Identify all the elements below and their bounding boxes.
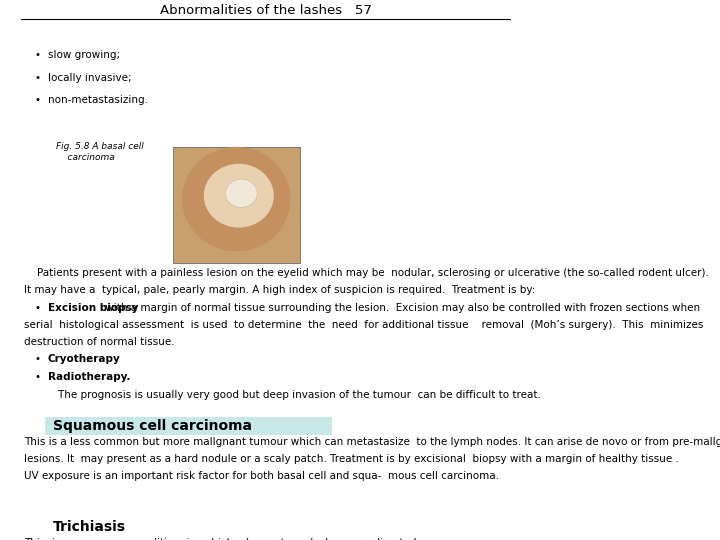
Text: Trichiasis: Trichiasis	[53, 520, 126, 534]
Text: •: •	[35, 303, 40, 313]
Text: destruction of normal tissue.: destruction of normal tissue.	[24, 338, 174, 347]
FancyBboxPatch shape	[45, 517, 332, 536]
Text: The prognosis is usually very good but deep invasion of the tumour  can be diffi: The prognosis is usually very good but d…	[45, 390, 541, 401]
Text: This is a less common but more mallgnant tumour which can metastasize  to the ly: This is a less common but more mallgnant…	[24, 437, 720, 447]
Text: Excision biopsy: Excision biopsy	[48, 303, 138, 313]
Text: •: •	[35, 72, 40, 83]
Text: •: •	[35, 372, 40, 382]
Text: Squamous cell carcinoma: Squamous cell carcinoma	[53, 419, 252, 433]
Text: It may have a  typical, pale, pearly margin. A high index of suspicion is requir: It may have a typical, pale, pearly marg…	[24, 285, 535, 295]
Ellipse shape	[182, 147, 290, 252]
Text: Radiotherapy.: Radiotherapy.	[48, 372, 130, 382]
Text: locally invasive;: locally invasive;	[48, 72, 132, 83]
Circle shape	[225, 179, 257, 207]
Text: Patients present with a painless lesion on the eyelid which may be  nodular, scl: Patients present with a painless lesion …	[24, 268, 708, 278]
Text: UV exposure is an important risk factor for both basal cell and squa-  mous cell: UV exposure is an important risk factor …	[24, 471, 499, 481]
Ellipse shape	[204, 164, 274, 227]
Text: •: •	[35, 95, 40, 105]
FancyBboxPatch shape	[45, 493, 332, 512]
FancyBboxPatch shape	[45, 416, 332, 435]
Text: serial  histological assessment  is used  to determine  the  need  for additiona: serial histological assessment is used t…	[24, 320, 703, 330]
Text: Fig. 5.8 A basal cell
    carcinoma: Fig. 5.8 A basal cell carcinoma	[55, 142, 143, 161]
Text: •: •	[35, 50, 40, 60]
Text: .: .	[86, 354, 89, 364]
Text: ABNORMALITIES OF  THE LASHES: ABNORMALITIES OF THE LASHES	[53, 496, 302, 509]
Text: •: •	[35, 354, 40, 364]
Text: non-metastasizing.: non-metastasizing.	[48, 95, 148, 105]
Text: with a margin of normal tissue surrounding the lesion.  Excision may also be con: with a margin of normal tissue surroundi…	[102, 303, 701, 313]
FancyBboxPatch shape	[173, 147, 300, 263]
Text: Abnormalities of the lashes   57: Abnormalities of the lashes 57	[160, 4, 372, 17]
Text: This  is  a  common  condition  in  which  aberrant  eyelashes  are  directed: This is a common condition in which aber…	[24, 538, 416, 540]
Text: lesions. It  may present as a hard nodule or a scaly patch. Treatment is by exci: lesions. It may present as a hard nodule…	[24, 454, 679, 464]
Text: Cryotherapy: Cryotherapy	[48, 354, 120, 364]
Text: slow growing;: slow growing;	[48, 50, 120, 60]
